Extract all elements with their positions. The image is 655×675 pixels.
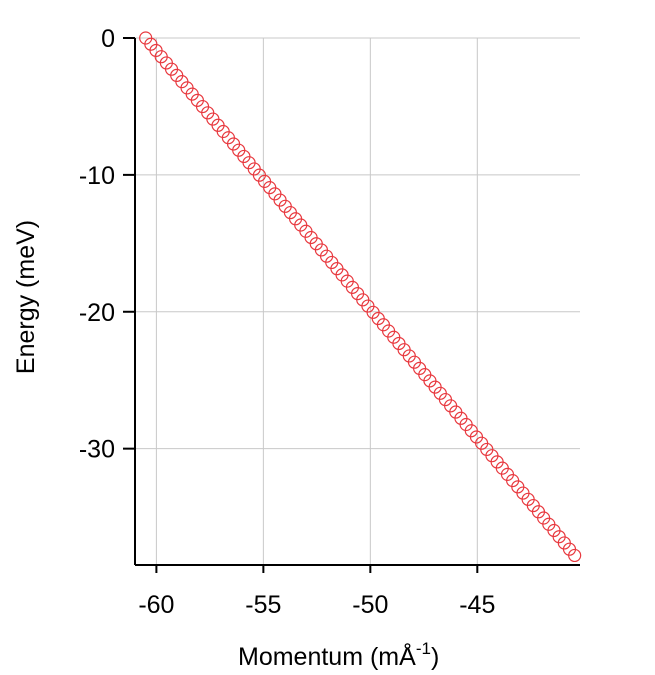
y-tick-label: -30 (79, 436, 115, 464)
y-axis-title: Energy (meV) (12, 220, 40, 374)
ticks: -60 -55 -50 -45 0 -10 -20 -30 (79, 25, 496, 619)
x-axis-title: Momentum (mÅ-1) (238, 639, 439, 671)
data-points (139, 31, 582, 563)
y-tick-label: 0 (101, 25, 115, 53)
x-tick-label: -60 (138, 591, 174, 619)
x-tick-label: -55 (245, 591, 281, 619)
axes (134, 38, 580, 566)
grid-lines (135, 37, 580, 565)
x-tick-label: -45 (459, 591, 495, 619)
x-tick-label: -50 (352, 591, 388, 619)
data-point (568, 548, 582, 563)
y-tick-label: -10 (79, 162, 115, 190)
y-tick-label: -20 (79, 299, 115, 327)
